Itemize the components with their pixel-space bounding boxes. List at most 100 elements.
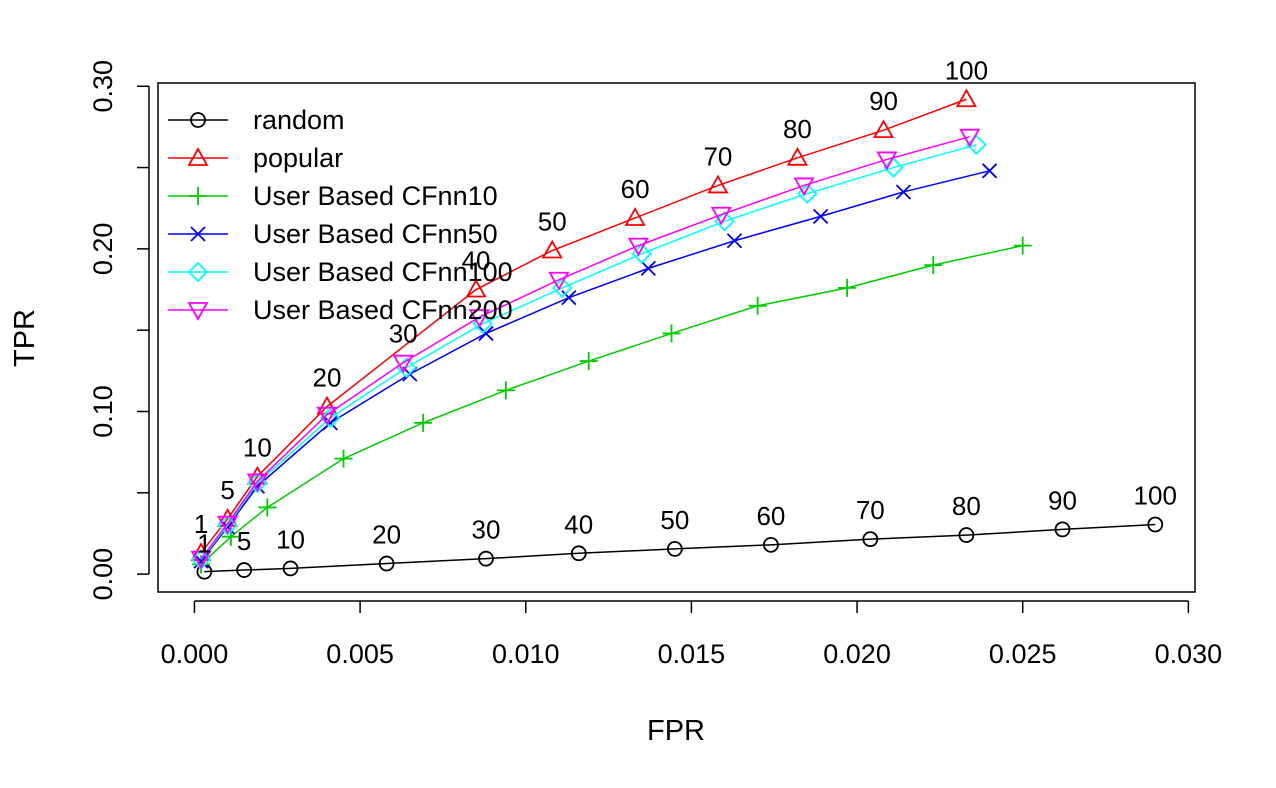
x-axis: 0.000 0.005 0.010 0.015 0.020 0.025 0.030: [161, 600, 1223, 669]
series-layer: [190, 88, 1164, 580]
legend-marker: [187, 302, 209, 321]
legend-item: popular: [168, 143, 343, 173]
point-label: 70: [856, 495, 885, 525]
data-point: [190, 550, 212, 570]
point-label: 1: [197, 529, 211, 559]
point-label: 90: [1048, 485, 1077, 515]
data-point: [570, 545, 587, 562]
point-label: 50: [538, 206, 567, 236]
data-point: [748, 296, 767, 315]
data-point: [958, 527, 975, 543]
point-label: 80: [952, 491, 981, 521]
data-point: [334, 449, 353, 468]
data-point: [414, 413, 433, 432]
point-label: 10: [276, 524, 305, 554]
data-point: [465, 278, 487, 298]
data-point: [236, 562, 253, 578]
x-axis-title: FPR: [647, 715, 705, 747]
data-point: [959, 128, 981, 148]
x-tick-label: 0.005: [326, 639, 394, 669]
series-line: [200, 144, 977, 560]
data-point: [378, 555, 395, 572]
data-point: [1147, 516, 1164, 533]
data-point: [955, 88, 977, 108]
legend-label: User Based CFnn50: [253, 219, 498, 249]
data-point: [838, 278, 857, 297]
data-point: [1013, 236, 1032, 255]
legend-item: User Based CFnn10: [168, 181, 498, 211]
data-point: [1054, 521, 1071, 538]
x-tick-label: 0.015: [658, 639, 726, 669]
data-point: [217, 515, 239, 535]
x-tick-label: 0.025: [989, 639, 1057, 669]
x-tick-label: 0.030: [1155, 639, 1223, 669]
data-point: [316, 395, 338, 415]
data-point: [468, 309, 490, 329]
point-label: 1: [194, 509, 208, 539]
point-label: 70: [703, 141, 732, 171]
data-point: [862, 531, 879, 548]
data-point: [707, 174, 729, 194]
data-point: [966, 134, 987, 156]
legend-marker: [190, 112, 206, 128]
data-point: [726, 233, 743, 249]
series-line: [200, 98, 967, 554]
legend-label: User Based CFnn10: [253, 181, 498, 211]
point-label: 30: [389, 319, 418, 349]
legend-label: User Based CFnn100: [253, 257, 513, 287]
point-label: 20: [372, 520, 401, 550]
legend-label: random: [253, 105, 345, 135]
point-label: 20: [313, 363, 342, 393]
point-label: 30: [472, 515, 501, 545]
x-tick-label: 0.000: [161, 639, 229, 669]
point-label: 10: [243, 433, 272, 463]
series-line: [200, 170, 990, 562]
data-point: [579, 352, 598, 371]
data-point: [876, 151, 898, 171]
point-label: 40: [462, 246, 491, 276]
data-point: [392, 354, 414, 374]
legend-item: random: [168, 105, 345, 135]
data-point: [320, 407, 341, 429]
point-label: 90: [869, 86, 898, 116]
data-point: [548, 271, 570, 291]
data-point: [895, 184, 912, 200]
point-label: 60: [621, 174, 650, 204]
series-line: [200, 135, 970, 560]
point-label: 5: [237, 526, 251, 556]
point-label: 100: [1134, 481, 1177, 511]
data-point: [322, 415, 338, 431]
series-user-based-cfnn10: [192, 236, 1032, 574]
data-point: [258, 498, 277, 517]
plot-frame: [157, 82, 1196, 593]
data-point: [666, 541, 683, 557]
data-point: [763, 536, 779, 553]
legend-marker: [189, 187, 207, 205]
data-point: [793, 177, 815, 197]
x-tick-label: 0.010: [492, 639, 560, 669]
series-line: [200, 244, 1023, 565]
point-label: 40: [564, 509, 593, 539]
data-point: [640, 260, 656, 277]
data-point: [662, 324, 681, 343]
y-tick-label: 0.30: [88, 60, 118, 113]
legend-item: User Based CFnn200: [168, 295, 513, 325]
point-labels: 1 5 10 20 30 40 50 60 70 80 90 100 15 10 20 40 50 60 70 80 9…: [194, 55, 1177, 558]
legend-marker: [187, 261, 209, 283]
data-point: [883, 157, 904, 178]
y-axis-title: TPR: [9, 309, 41, 367]
x-tick-label: 0.020: [823, 639, 891, 669]
data-point: [193, 553, 209, 569]
legend-label: popular: [253, 143, 343, 173]
data-point: [541, 239, 563, 259]
legend-item: User Based CFnn50: [168, 219, 498, 249]
data-point: [924, 256, 943, 275]
y-axis: 0.00 0.10 0.20 0.30: [88, 60, 150, 600]
legend: random popular User Based CFnn10 User Based…: [168, 105, 513, 325]
data-point: [478, 550, 494, 567]
data-point: [786, 146, 808, 166]
data-point: [812, 208, 829, 224]
point-label: 100: [945, 55, 988, 85]
legend-label: User Based CFnn200: [253, 295, 513, 325]
y-tick-label: 0.10: [88, 385, 118, 438]
